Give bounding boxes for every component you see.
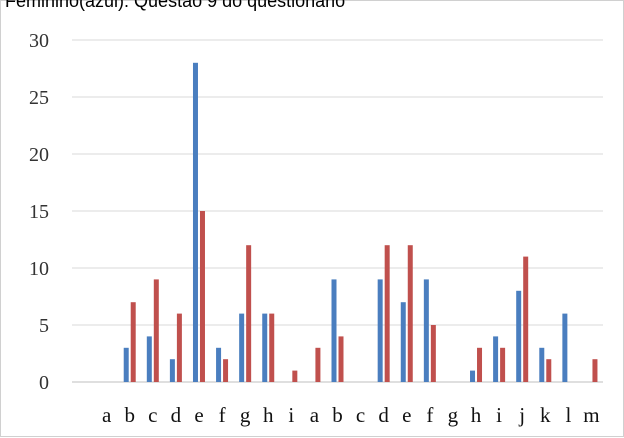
bar-series-2 [223,359,229,382]
y-tick-label: 15 [29,201,49,223]
bar-series-1 [493,336,499,382]
x-tick-label: b [332,403,343,427]
x-tick-label: f [426,403,433,427]
bar-series-2 [523,256,529,382]
x-tick-label: d [378,403,389,427]
bar-series-2 [477,347,483,382]
x-tick-label: k [540,403,551,427]
x-tick-label: d [171,403,182,427]
bar-series-1 [262,313,268,382]
bar-series-1 [539,347,545,382]
x-tick-label: b [124,403,135,427]
x-tick-label: f [219,403,226,427]
bar-series-2 [292,370,298,382]
x-tick-label: a [102,403,112,427]
bar-series-2 [246,245,252,382]
bar-series-1 [146,336,152,382]
x-tick-label: i [288,403,294,427]
bar-series-1 [400,302,406,382]
bar-series-2 [500,347,506,382]
bar-series-2 [130,302,136,382]
x-tick-label: g [448,403,459,427]
x-tick-label: j [518,403,525,427]
x-tick-label: l [565,403,571,427]
bar-series-1 [331,279,337,382]
y-tick-label: 30 [29,30,49,52]
bar-series-1 [192,62,198,383]
y-tick-label: 20 [29,144,49,166]
x-tick-label: i [496,403,502,427]
x-tick-label: c [148,403,157,427]
bar-series-2 [592,359,598,382]
bar-series-1 [516,290,522,382]
x-tick-label: c [356,403,365,427]
bar-series-2 [199,211,205,382]
x-tick-label: g [240,403,251,427]
bar-series-2 [153,279,159,382]
bar-series-2 [430,325,436,382]
bar-series-2 [384,245,390,382]
chart-caption: Feminino(azul). Questão 9 do questionári… [5,0,346,11]
bar-series-2 [546,359,552,382]
bar-series-2 [407,245,413,382]
bar-series-1 [216,347,222,382]
y-tick-label: 10 [29,258,49,280]
bar-series-1 [423,279,429,382]
bar-series-1 [169,359,175,382]
bar-series-2 [315,347,321,382]
bar-series-1 [562,313,568,382]
bar-series-1 [470,370,476,382]
bar-series-1 [123,347,129,382]
x-tick-label: h [263,403,274,427]
y-tick-label: 25 [29,87,49,109]
bar-series-1 [239,313,245,382]
bar-series-1 [377,279,383,382]
x-tick-label: h [471,403,482,427]
x-tick-label: m [583,403,599,427]
bar-series-2 [338,336,344,382]
x-tick-label: a [310,403,320,427]
y-tick-label: 0 [39,372,49,394]
y-tick-label: 5 [39,315,49,337]
x-tick-label: e [194,403,203,427]
bar-series-2 [176,313,182,382]
bar-series-2 [269,313,275,382]
x-tick-label: e [402,403,411,427]
